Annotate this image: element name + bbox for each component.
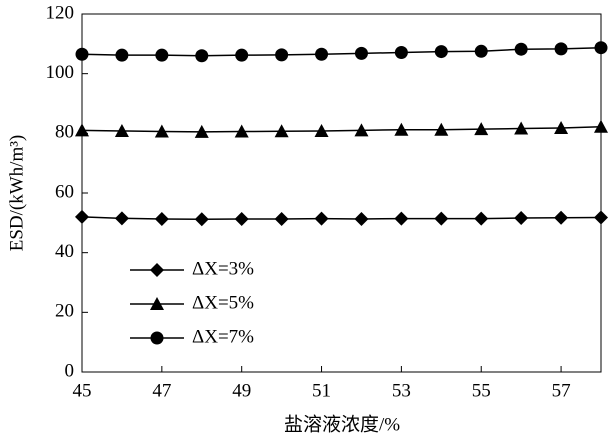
- marker: [75, 47, 89, 61]
- x-tick-label: 51: [312, 380, 331, 401]
- marker: [514, 211, 529, 226]
- legend-label: ΔX=7%: [192, 326, 254, 347]
- x-tick-label: 57: [552, 380, 571, 401]
- marker: [514, 121, 529, 135]
- marker: [554, 120, 569, 134]
- marker: [274, 124, 289, 138]
- x-tick-label: 47: [152, 380, 171, 401]
- x-tick-label: 45: [73, 380, 92, 401]
- marker: [274, 211, 289, 226]
- marker: [114, 123, 129, 137]
- y-tick-label: 120: [46, 2, 75, 23]
- y-tick-label: 100: [46, 62, 75, 83]
- legend-marker: [150, 263, 164, 277]
- marker: [594, 210, 608, 225]
- marker: [194, 124, 209, 138]
- marker: [194, 212, 209, 227]
- marker: [354, 46, 368, 60]
- marker: [474, 211, 489, 226]
- legend-marker: [150, 331, 164, 345]
- marker: [234, 124, 249, 138]
- plot-frame: [81, 13, 602, 373]
- marker: [75, 209, 89, 224]
- y-tick-label: 0: [65, 360, 75, 381]
- marker: [514, 42, 528, 56]
- marker: [594, 119, 608, 133]
- x-tick-label: 53: [392, 380, 411, 401]
- marker: [554, 42, 568, 56]
- marker: [394, 122, 409, 136]
- y-tick-label: 80: [55, 122, 74, 143]
- x-tick-label: 55: [472, 380, 491, 401]
- marker: [315, 47, 329, 61]
- y-tick-label: 40: [55, 241, 74, 262]
- y-tick-label: 60: [55, 181, 74, 202]
- marker: [234, 211, 249, 226]
- marker: [115, 48, 129, 62]
- marker: [275, 48, 289, 62]
- marker: [474, 44, 488, 58]
- marker: [114, 211, 129, 226]
- series-line: [81, 46, 602, 57]
- x-axis-label: 盐溶液浓度/%: [284, 413, 400, 435]
- marker: [195, 49, 209, 63]
- legend-marker: [150, 297, 164, 310]
- marker: [75, 123, 89, 137]
- marker: [235, 48, 249, 62]
- marker: [434, 45, 448, 59]
- marker: [314, 211, 329, 226]
- marker: [354, 123, 369, 137]
- x-tick-label: 49: [232, 380, 251, 401]
- marker: [434, 211, 449, 226]
- y-axis-label: ESD/(kWh/m³): [6, 135, 27, 252]
- marker: [474, 122, 489, 136]
- marker: [394, 211, 409, 226]
- marker: [554, 210, 569, 225]
- marker: [154, 124, 169, 138]
- marker: [354, 211, 369, 226]
- legend-label: ΔX=3%: [192, 258, 254, 279]
- marker: [314, 123, 329, 137]
- y-tick-label: 20: [55, 301, 74, 322]
- marker: [155, 48, 169, 62]
- marker: [154, 211, 169, 226]
- legend-label: ΔX=5%: [192, 292, 254, 313]
- series-line: [81, 126, 602, 133]
- marker: [594, 41, 608, 55]
- marker: [434, 122, 449, 136]
- marker: [394, 45, 408, 59]
